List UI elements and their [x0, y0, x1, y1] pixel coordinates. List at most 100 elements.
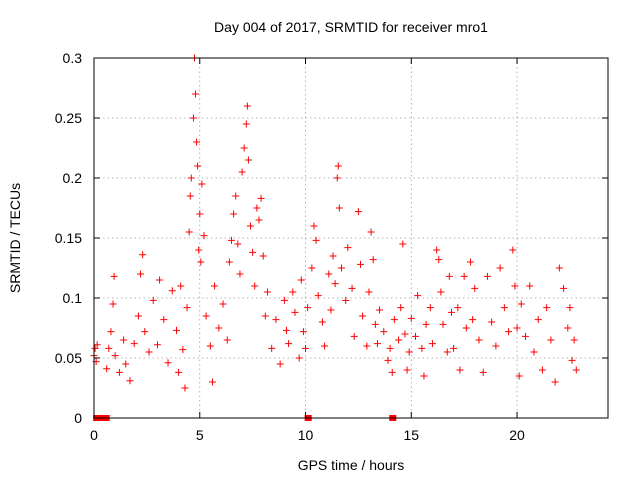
data-point [390, 316, 398, 324]
data-point [312, 236, 320, 244]
data-point [530, 348, 538, 356]
data-point [327, 306, 335, 314]
data-point [399, 240, 407, 248]
data-point [564, 324, 572, 332]
y-tick-labels: 0 0.05 0.1 0.15 0.2 0.25 0.3 [55, 50, 82, 426]
data-point [272, 316, 280, 324]
data-point [257, 194, 265, 202]
data-point [318, 318, 326, 326]
data-point [183, 304, 191, 312]
data-point [505, 328, 513, 336]
data-point [105, 344, 113, 352]
data-point [243, 102, 251, 110]
axis-ticks [93, 57, 608, 419]
data-point [302, 344, 310, 352]
data-point [185, 228, 193, 236]
data-point [513, 324, 521, 332]
data-point [367, 228, 375, 236]
data-point [181, 384, 189, 392]
data-point [196, 210, 204, 218]
data-point [175, 368, 183, 376]
y-axis-title: SRMTID / TECUs [7, 183, 23, 293]
data-point [365, 288, 373, 296]
data-point [526, 282, 534, 290]
y-tick-label: 0.15 [55, 230, 82, 246]
data-point [321, 342, 329, 350]
data-point [244, 156, 252, 164]
data-point [261, 312, 269, 320]
data-point [268, 344, 276, 352]
data-point [200, 232, 208, 240]
data-point [156, 276, 164, 284]
data-point [572, 366, 580, 374]
data-point [227, 236, 235, 244]
data-point [450, 344, 458, 352]
data-point [426, 304, 434, 312]
data-point [348, 284, 356, 292]
data-point [454, 304, 462, 312]
data-point [202, 312, 210, 320]
x-tick-labels: 0 5 10 15 20 [90, 427, 525, 443]
data-point [297, 276, 305, 284]
data-point [314, 292, 322, 300]
data-point [373, 340, 381, 348]
data-point [325, 270, 333, 278]
data-point [395, 336, 403, 344]
data-points [90, 54, 580, 421]
data-point [120, 336, 128, 344]
data-point [280, 296, 288, 304]
data-point [194, 162, 202, 170]
data-point [428, 340, 436, 348]
data-point [137, 270, 145, 278]
data-point [376, 306, 384, 314]
data-point [462, 324, 470, 332]
data-point [282, 326, 290, 334]
data-point [422, 320, 430, 328]
x-tick-label: 10 [298, 427, 314, 443]
data-point [310, 222, 318, 230]
data-point [285, 340, 293, 348]
data-point [168, 287, 176, 295]
y-tick-label: 0.1 [63, 290, 83, 306]
data-point [93, 341, 101, 349]
data-point [568, 356, 576, 364]
data-point [551, 378, 559, 386]
data-point [359, 312, 367, 320]
x-axis-title: GPS time / hours [298, 457, 405, 473]
data-point [198, 180, 206, 188]
data-point [109, 300, 117, 308]
data-point [111, 352, 119, 360]
data-point [342, 296, 350, 304]
data-point [236, 270, 244, 278]
data-point [496, 264, 504, 272]
data-point [511, 282, 519, 290]
data-point [179, 346, 187, 354]
y-tick-label: 0.25 [55, 110, 82, 126]
data-point [304, 304, 312, 312]
data-point [145, 348, 153, 356]
data-point [566, 304, 574, 312]
data-point [344, 244, 352, 252]
data-point [538, 366, 546, 374]
data-point [242, 120, 250, 128]
data-point [126, 377, 134, 385]
data-point [251, 282, 259, 290]
data-point [443, 348, 451, 356]
data-point [350, 332, 358, 340]
data-point [405, 348, 413, 356]
data-point [414, 292, 422, 300]
data-point [334, 162, 342, 170]
data-point [164, 359, 172, 367]
data-point [380, 328, 388, 336]
data-point [238, 168, 246, 176]
data-point [141, 328, 149, 336]
data-point [91, 344, 99, 352]
data-point [439, 320, 447, 328]
data-point [397, 304, 405, 312]
data-point [107, 328, 115, 336]
data-point [418, 344, 426, 352]
data-point [403, 366, 411, 374]
data-point [401, 330, 409, 338]
data-point [259, 252, 267, 260]
